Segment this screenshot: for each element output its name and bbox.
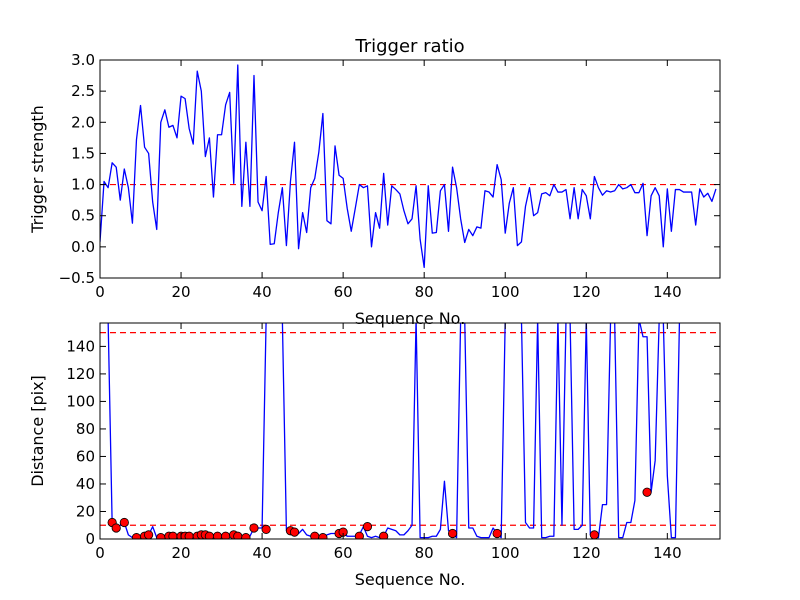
x-tick-label: 60 xyxy=(334,283,353,301)
series-line-trigger-strength xyxy=(100,64,717,269)
y-axis-label: Trigger strength xyxy=(28,105,47,234)
y-tick-label: 0.0 xyxy=(71,238,95,256)
x-tick-label: 120 xyxy=(572,283,601,301)
data-point xyxy=(249,523,259,533)
chart-distance: 0 20 40 60 80 100 120 140 0 20 40 60 80 100 120 140 Sequ… xyxy=(28,322,721,589)
plot-area xyxy=(100,323,720,539)
x-tick-label: 140 xyxy=(653,283,682,301)
chart-title: Trigger ratio xyxy=(354,36,464,57)
x-tick-label: 20 xyxy=(171,283,190,301)
y-tick-label: 1.5 xyxy=(71,144,95,162)
x-tick-label: 80 xyxy=(415,283,434,301)
x-tick-label: 40 xyxy=(253,544,272,562)
y-tick-label: 60 xyxy=(76,447,95,465)
y-tick-label: 80 xyxy=(76,420,95,438)
data-point xyxy=(354,531,364,539)
y-tick-label: 2.0 xyxy=(71,113,95,131)
plot-area xyxy=(100,64,720,269)
x-tick-label: 120 xyxy=(572,544,601,562)
data-point xyxy=(447,528,458,539)
data-point xyxy=(642,487,652,497)
data-point xyxy=(379,531,389,539)
x-axis-label: Sequence No. xyxy=(355,570,466,589)
y-axis-label: Distance [pix] xyxy=(28,375,47,487)
y-tick-label: 2.5 xyxy=(71,82,95,100)
x-tick-label: 60 xyxy=(334,544,353,562)
x-tick-label: 100 xyxy=(491,283,520,301)
data-point xyxy=(119,517,129,528)
y-tick-label: 3.0 xyxy=(71,51,95,69)
data-point xyxy=(289,527,300,537)
x-tick-label: 140 xyxy=(653,544,682,562)
x-tick-label: 20 xyxy=(171,544,190,562)
data-point xyxy=(241,533,251,539)
x-tick-label: 80 xyxy=(415,544,434,562)
x-tick-label: 100 xyxy=(491,544,520,562)
x-tick-label: 40 xyxy=(253,283,272,301)
data-point xyxy=(111,523,121,533)
y-tick-label: 0 xyxy=(85,530,95,548)
y-tick-label: 140 xyxy=(66,337,95,355)
chart-trigger-ratio: 0 20 40 60 80 100 120 140 −0.5 0.0 0.5 1.0 1.5 2.0 2.5… xyxy=(28,36,721,328)
data-point xyxy=(144,530,154,539)
data-point xyxy=(318,533,328,539)
axes-frame xyxy=(99,59,721,279)
data-point xyxy=(362,522,373,532)
y-tick-label: 100 xyxy=(66,392,95,410)
y-tick-label: 40 xyxy=(76,475,95,493)
axes-frame xyxy=(99,322,721,540)
y-tick-label: 20 xyxy=(76,502,95,520)
y-tick-label: 1.0 xyxy=(71,176,95,194)
x-axis-label: Sequence No. xyxy=(355,309,466,328)
y-tick-label: −0.5 xyxy=(59,269,95,287)
data-point xyxy=(261,524,271,534)
data-point xyxy=(589,530,599,539)
y-tick-label: 0.5 xyxy=(71,207,95,225)
data-point xyxy=(492,528,502,539)
x-tick-label: 0 xyxy=(95,544,105,562)
y-tick-label: 120 xyxy=(66,365,95,383)
x-tick-label: 0 xyxy=(95,283,105,301)
